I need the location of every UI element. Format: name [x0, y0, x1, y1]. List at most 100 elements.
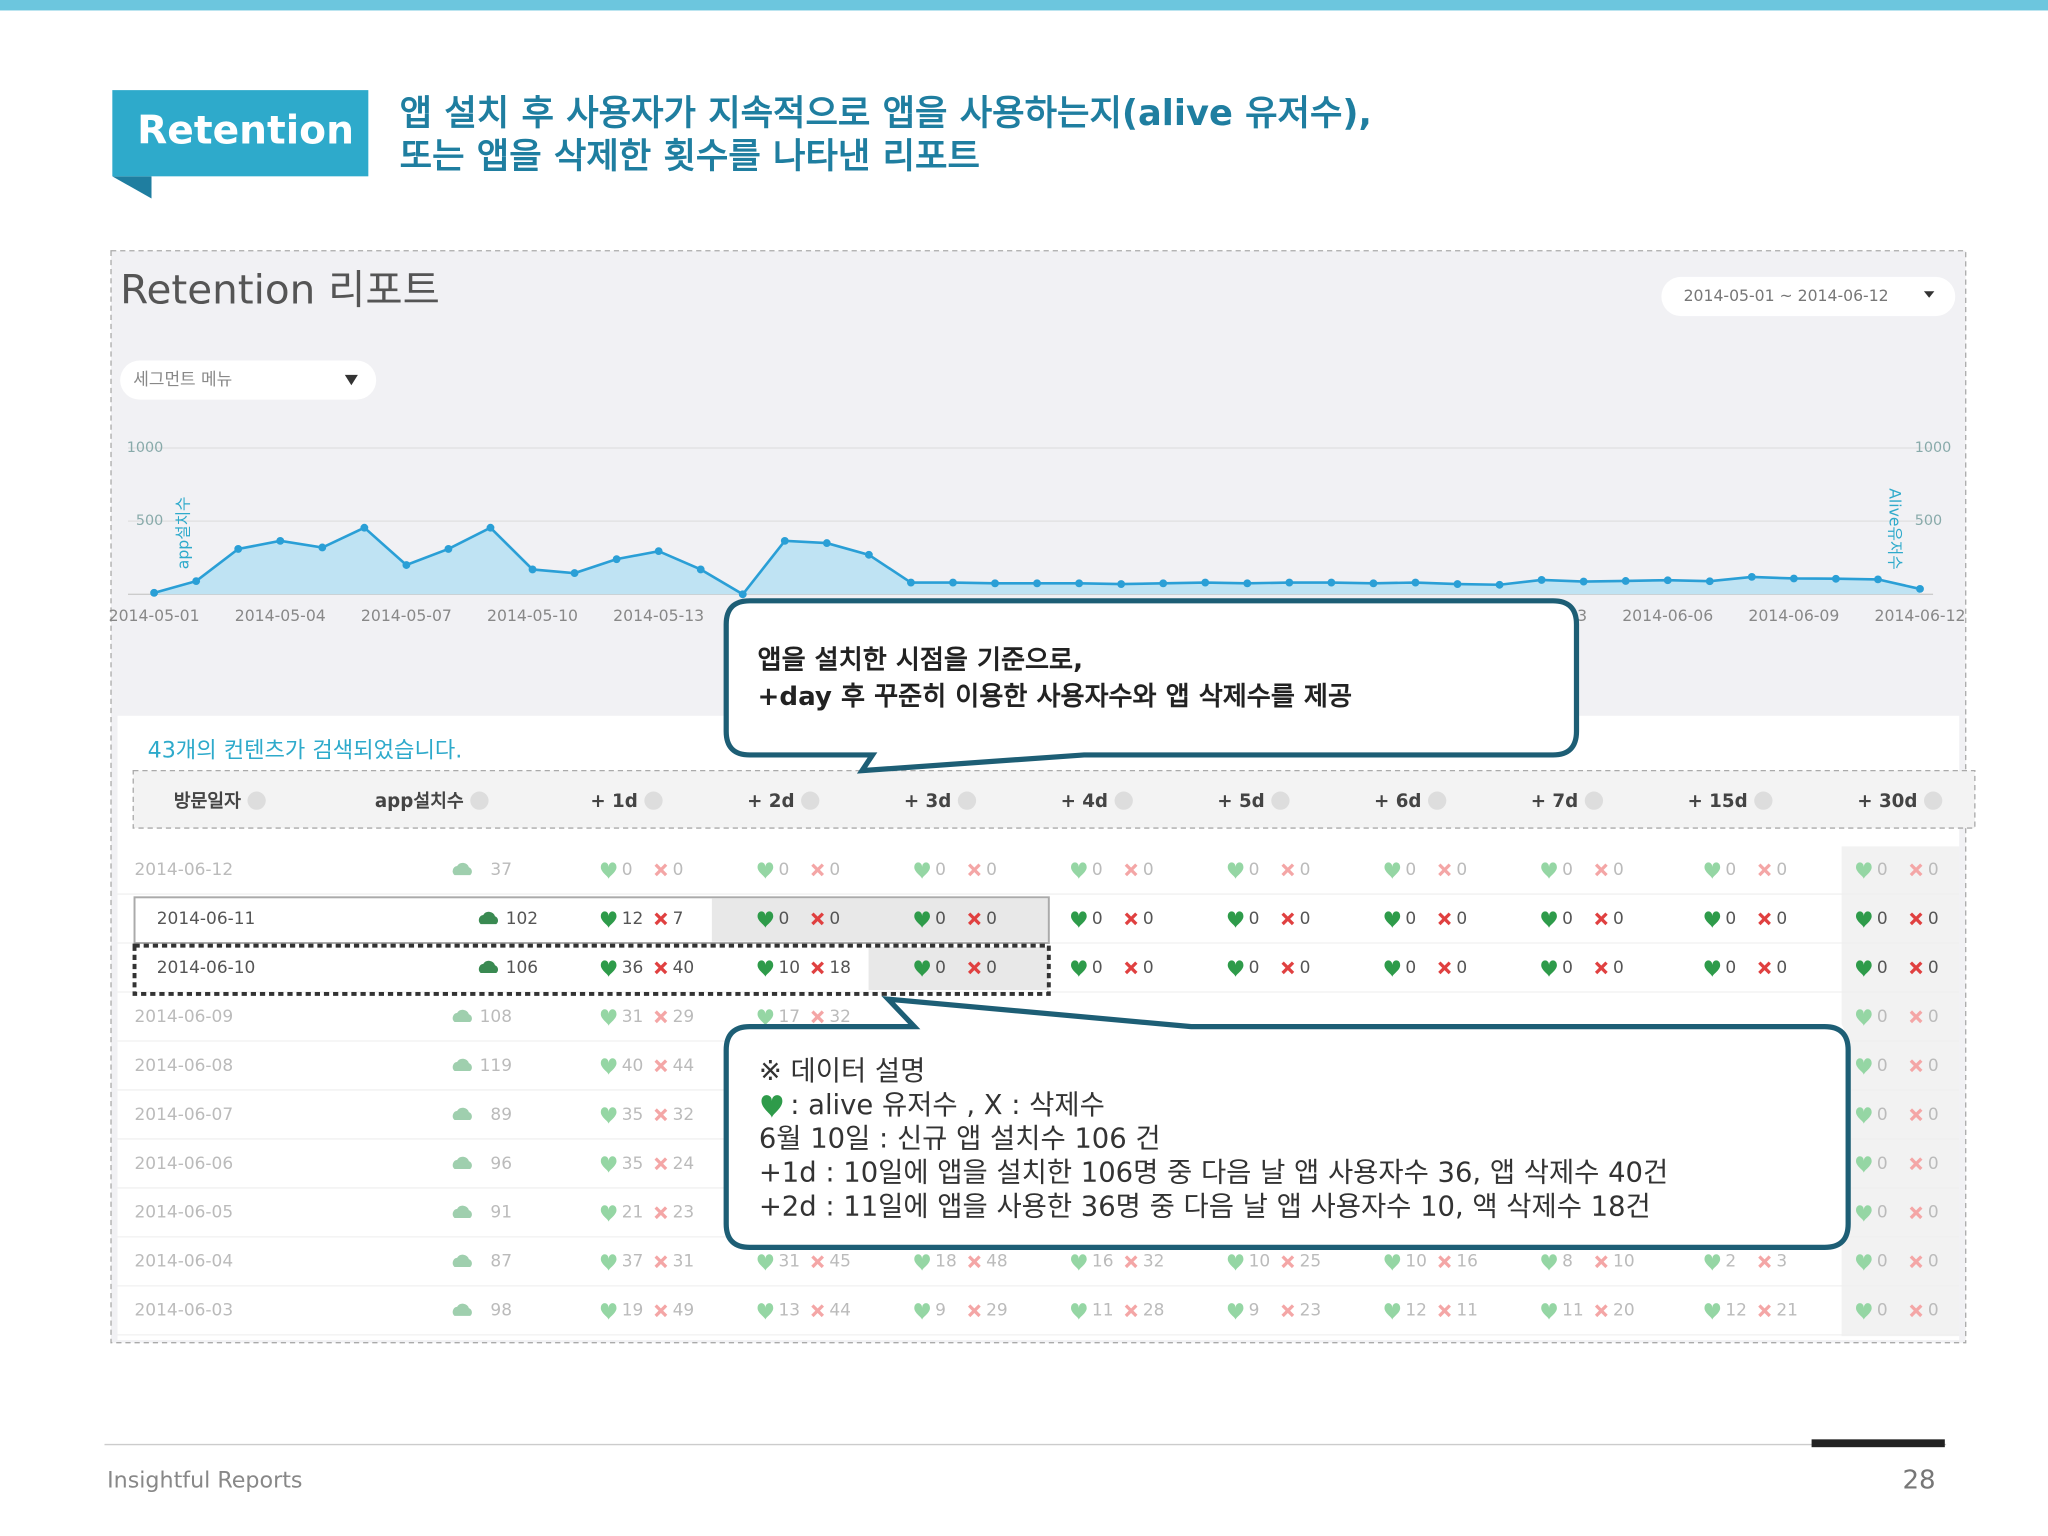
help-icon [247, 791, 266, 810]
point [444, 545, 453, 553]
install-count: 87 [490, 1252, 512, 1272]
delete-icon [1758, 1255, 1771, 1269]
alive-count: 9 [935, 1301, 946, 1321]
delete-count: 32 [829, 1007, 851, 1027]
point [402, 561, 411, 569]
delete-icon [654, 1206, 668, 1220]
install-count: 89 [490, 1105, 512, 1125]
alive-count: 0 [1249, 958, 1260, 978]
alive-count: 36 [622, 958, 644, 978]
delete-icon [654, 912, 668, 926]
table-header [132, 769, 1976, 829]
delete-icon [811, 863, 825, 877]
heart-icon [1856, 1254, 1872, 1271]
alive-count: 8 [1562, 1252, 1573, 1272]
heart-icon [1856, 960, 1872, 977]
alive-count: 0 [935, 860, 946, 880]
visit-date: 2014-06-09 [135, 1007, 234, 1027]
heart-icon [600, 960, 617, 977]
delete-icon [1281, 1255, 1295, 1269]
visit-date: 2014-06-07 [135, 1105, 234, 1125]
row-highlight [132, 943, 1051, 996]
delete-count: 0 [1143, 860, 1154, 880]
install-count: 37 [490, 860, 512, 880]
y-axis-title: app설치수 [174, 497, 193, 570]
delete-count: 0 [1928, 958, 1939, 978]
delete-count: 0 [829, 909, 840, 929]
delete-count: 40 [673, 958, 695, 978]
heart-icon [1856, 1156, 1872, 1173]
delete-icon [1758, 1304, 1771, 1318]
install-icon [452, 1254, 472, 1267]
point [907, 578, 915, 587]
cell-shade [868, 946, 1049, 991]
point [991, 579, 999, 588]
result-count: 43개의 컨텐츠가 검색되었습니다. [148, 738, 463, 764]
delete-icon [654, 1059, 668, 1073]
date-picker[interactable] [1661, 276, 1956, 317]
delete-icon [1438, 863, 1451, 877]
install-count: 108 [480, 1007, 512, 1027]
delete-icon [811, 1255, 825, 1269]
delete-icon [654, 863, 668, 877]
heart-icon [914, 911, 930, 928]
delete-count: 23 [1300, 1301, 1322, 1321]
x-tick-label: 2014-06-06 [1622, 606, 1713, 625]
alive-count: 0 [935, 909, 946, 929]
install-count: 106 [506, 958, 538, 978]
delete-icon [1909, 1255, 1923, 1269]
delete-count: 24 [673, 1154, 695, 1174]
heart-icon [757, 1254, 774, 1271]
install-icon [478, 960, 499, 974]
x-tick-label: 2014-06-12 [1875, 606, 1966, 625]
column-header: + 30d [1857, 791, 1917, 812]
delete-icon [1909, 863, 1923, 877]
point [1916, 584, 1924, 593]
callout-text: +1d : 10일에 앱을 설치한 106명 중 다음 날 앱 사용자수 36,… [759, 1158, 1668, 1189]
heart-icon [600, 1058, 617, 1075]
point [486, 523, 495, 532]
alive-count: 0 [1877, 1301, 1888, 1321]
point [1285, 578, 1294, 587]
delete-count: 0 [986, 958, 997, 978]
heart-icon [1384, 1254, 1401, 1271]
point [1831, 574, 1840, 583]
alive-count: 11 [1092, 1301, 1114, 1321]
delete-icon [1909, 1010, 1923, 1024]
delete-count: 16 [1456, 1252, 1478, 1272]
heart-icon [1856, 911, 1872, 928]
heart-icon [1384, 862, 1401, 880]
point [360, 523, 369, 532]
segment-menu[interactable] [120, 360, 377, 400]
delete-count: 0 [1776, 909, 1787, 929]
delete-count: 18 [829, 958, 851, 978]
delete-icon [1438, 912, 1451, 926]
heart-icon [914, 862, 930, 880]
delete-count: 0 [1928, 1105, 1939, 1125]
delete-count: 0 [1928, 909, 1939, 929]
point [1747, 572, 1756, 581]
column-header: + 3d [904, 791, 951, 812]
delete-icon [1909, 1157, 1923, 1171]
heart-icon [1227, 1254, 1244, 1271]
heart-icon [757, 960, 774, 977]
alive-count: 17 [778, 1007, 800, 1027]
install-count: 96 [490, 1154, 512, 1174]
alive-count: 0 [1405, 860, 1416, 880]
y2-axis-title: Alive유저수 [1885, 488, 1904, 570]
delete-icon [1124, 1304, 1138, 1318]
alive-count: 35 [622, 1154, 644, 1174]
delete-count: 45 [829, 1252, 851, 1272]
visit-date: 2014-06-03 [135, 1301, 234, 1321]
delete-icon [811, 1304, 825, 1318]
delete-count: 0 [1143, 909, 1154, 929]
alive-count: 9 [1249, 1301, 1260, 1321]
delete-count: 0 [1613, 860, 1624, 880]
alive-count: 0 [1092, 909, 1103, 929]
heart-icon [1071, 1303, 1087, 1320]
point [1621, 577, 1630, 585]
delete-count: 0 [1928, 1007, 1939, 1027]
column-header: + 1d [590, 791, 637, 812]
alive-count: 0 [1725, 860, 1736, 880]
delete-icon [1594, 1304, 1608, 1318]
